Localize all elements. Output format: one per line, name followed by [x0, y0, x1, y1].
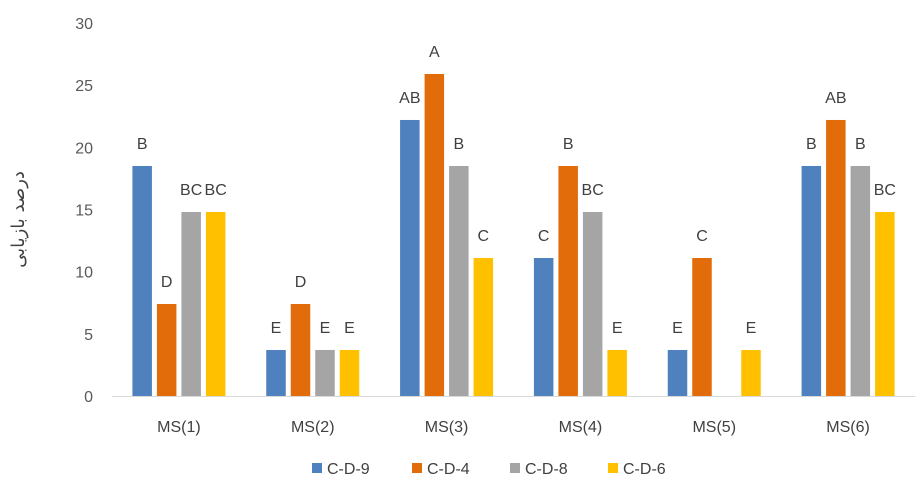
- legend-swatch-C-D-9: [312, 463, 322, 473]
- x-tick-label: MS(2): [291, 419, 335, 436]
- bar-C-D-4-MS(5): [692, 257, 712, 396]
- y-tick-label: 20: [75, 140, 93, 157]
- y-tick-label: 25: [75, 78, 93, 95]
- x-axis-categories: MS(1) MS(2) MS(3) MS(4) MS(5) MS(6): [157, 419, 870, 436]
- bar-C-D-6-MS(2): [339, 349, 360, 396]
- bar-C-D-8-MS(6): [850, 165, 871, 396]
- bar-C-D-9-MS(6): [801, 165, 822, 396]
- y-tick-label: 15: [75, 203, 93, 220]
- bar-C-D-4-MS(2): [290, 303, 311, 396]
- bar-C-D-8-MS(4): [582, 211, 603, 396]
- bar-C-D-9-MS(2): [266, 349, 286, 396]
- bar-data-label: B: [453, 136, 464, 153]
- bar-data-label: BC: [180, 182, 202, 199]
- bar-C-D-4-MS(6): [826, 119, 846, 396]
- legend-swatch-C-D-8: [510, 463, 520, 473]
- x-tick-label: MS(6): [826, 419, 870, 436]
- bar-data-label: B: [137, 136, 148, 153]
- bar-data-label: E: [344, 320, 355, 337]
- bar-C-D-6-MS(6): [875, 211, 895, 396]
- bar-data-label: AB: [399, 90, 420, 107]
- bar-data-label: E: [746, 320, 757, 337]
- bar-data-label: E: [271, 320, 282, 337]
- bar-data-label: BC: [582, 182, 604, 199]
- bar-C-D-6-MS(3): [473, 257, 494, 396]
- bar-C-D-8-MS(1): [181, 211, 201, 396]
- bar-data-label: BC: [874, 182, 896, 199]
- bars: [132, 73, 895, 396]
- bar-data-label: AB: [825, 90, 846, 107]
- bar-C-D-6-MS(4): [607, 349, 627, 396]
- bar-data-label: B: [855, 136, 866, 153]
- bar-data-label: A: [429, 44, 440, 61]
- bar-C-D-4-MS(4): [558, 165, 578, 396]
- bar-C-D-9-MS(4): [533, 257, 554, 396]
- bar-C-D-9-MS(1): [132, 165, 152, 396]
- y-axis-label: درصد بازیابی: [8, 171, 29, 268]
- bar-C-D-9-MS(3): [400, 119, 420, 396]
- bar-C-D-4-MS(3): [424, 73, 445, 396]
- legend-label: C-D-4: [427, 461, 470, 478]
- legend-label: C-D-6: [623, 461, 666, 478]
- y-axis-ticks: 0 5 10 15 20 25 30: [75, 16, 93, 406]
- legend-swatch-C-D-6: [608, 463, 618, 473]
- y-tick-label: 0: [84, 389, 93, 406]
- x-tick-label: MS(3): [425, 419, 469, 436]
- bar-data-label: C: [538, 228, 550, 245]
- bar-C-D-8-MS(3): [449, 165, 469, 396]
- bar-data-label: E: [320, 320, 331, 337]
- bar-data-label: D: [295, 274, 307, 291]
- legend-swatch-C-D-4: [412, 463, 422, 473]
- y-tick-label: 30: [75, 16, 93, 33]
- legend: C-D-9 C-D-4 C-D-8 C-D-6: [312, 461, 666, 478]
- y-tick-label: 10: [75, 265, 93, 282]
- x-tick-label: MS(4): [559, 419, 603, 436]
- bar-data-label: B: [563, 136, 574, 153]
- bar-C-D-6-MS(1): [205, 211, 226, 396]
- bar-data-label: E: [612, 320, 623, 337]
- bar-data-label: E: [672, 320, 683, 337]
- bar-C-D-9-MS(5): [667, 349, 688, 396]
- bar-data-label: B: [806, 136, 817, 153]
- y-tick-label: 5: [84, 327, 93, 344]
- x-tick-label: MS(5): [692, 419, 736, 436]
- bar-data-label: C: [696, 228, 708, 245]
- bar-data-label: C: [478, 228, 490, 245]
- bar-C-D-6-MS(5): [741, 349, 761, 396]
- bar-data-label: D: [161, 274, 173, 291]
- bar-data-label: BC: [205, 182, 227, 199]
- legend-label: C-D-9: [327, 461, 370, 478]
- legend-label: C-D-8: [525, 461, 568, 478]
- x-tick-label: MS(1): [157, 419, 201, 436]
- bar-C-D-4-MS(1): [156, 303, 177, 396]
- bar-C-D-8-MS(2): [315, 349, 335, 396]
